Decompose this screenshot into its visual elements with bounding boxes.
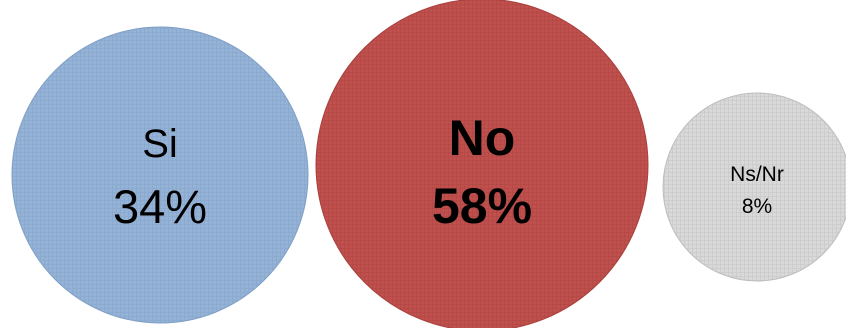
bubble-si: Si 34% [11, 26, 309, 324]
bubble-label-si: Si [142, 122, 178, 166]
bubble-label-ns-nr: Ns/Nr [730, 163, 784, 186]
bubble-circle-si [11, 26, 309, 324]
bubble-value-si: 34% [113, 180, 207, 233]
bubble-value-ns-nr: 8% [742, 195, 772, 218]
bubbles-group: Si 34% No 58% Ns/Nr 8% [11, 0, 846, 328]
bubble-circle-no [315, 0, 649, 328]
bubble-ns-nr: Ns/Nr 8% [662, 92, 846, 282]
bubble-no: No 58% [315, 0, 649, 328]
bubble-circle-ns-nr [662, 92, 846, 282]
bubble-value-no: 58% [432, 178, 532, 234]
bubble-label-no: No [449, 110, 516, 166]
